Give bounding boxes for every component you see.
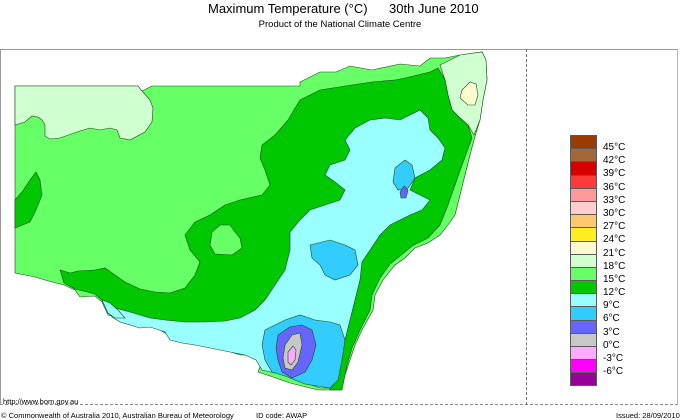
temperature-legend: 45°C 42°C 39°C 36°C 33°C 30°C 27°C 24°C …	[570, 135, 670, 386]
legend-swatch	[570, 372, 597, 386]
legend-item: 42°C	[570, 148, 670, 166]
legend-item: 21°C	[570, 240, 670, 259]
legend-item: 45°C	[570, 135, 670, 153]
footer-url[interactable]: http://www.bom.gov.au	[3, 397, 79, 406]
region-21c-northeast	[459, 81, 479, 106]
legend-swatch	[570, 346, 597, 360]
legend-label: 33°C	[603, 194, 626, 206]
map-title-bar: Maximum Temperature (°C) 30th June 2010	[0, 0, 680, 18]
legend-label: 12°C	[603, 287, 626, 299]
legend-item: 12°C	[570, 280, 670, 298]
legend-swatch	[570, 135, 597, 149]
legend-label: 15°C	[603, 273, 626, 285]
legend-label: 21°C	[603, 247, 626, 259]
footer-issued-date: Issued: 28/09/2010	[616, 411, 680, 420]
legend-swatch	[570, 319, 597, 333]
legend-swatch	[570, 359, 597, 373]
legend-item: 33°C	[570, 187, 670, 206]
region-15c-inner	[209, 224, 243, 256]
footer-copyright: © Commonwealth of Australia 2010, Austra…	[1, 411, 234, 420]
legend-label: 30°C	[603, 207, 626, 219]
legend-swatch	[570, 266, 597, 281]
region-12c-west	[14, 171, 43, 229]
legend-label: -6°C	[603, 366, 624, 378]
legend-label: 18°C	[603, 260, 626, 272]
temperature-map	[14, 51, 488, 391]
legend-label: 45°C	[603, 142, 626, 153]
legend-swatch	[570, 187, 597, 201]
legend-item: 6°C	[570, 306, 670, 324]
legend-label: 39°C	[603, 168, 626, 180]
footer-id-code: ID code: AWAP	[256, 411, 308, 420]
legend-swatch	[570, 240, 597, 254]
legend-swatch	[570, 293, 597, 307]
legend-label: 24°C	[603, 234, 626, 246]
legend-divider	[526, 49, 527, 405]
legend-item: -3°C	[570, 346, 670, 364]
legend-item	[570, 372, 670, 386]
legend-item: 0°C	[570, 332, 670, 351]
legend-swatch	[570, 280, 597, 294]
legend-label: 36°C	[603, 181, 626, 193]
legend-swatch	[570, 332, 597, 346]
legend-swatch	[570, 253, 597, 267]
legend-swatch	[570, 148, 597, 162]
region-18c-northwest	[14, 85, 154, 141]
map-subtitle: Product of the National Climate Centre	[258, 19, 422, 30]
legend-swatch	[570, 174, 597, 188]
region-6c-south-1	[309, 239, 359, 281]
legend-swatch	[570, 306, 597, 320]
legend-swatch	[570, 200, 597, 215]
legend-item: 24°C	[570, 227, 670, 245]
region-9c-south	[101, 299, 126, 319]
legend-item: 15°C	[570, 266, 670, 285]
legend-label: 6°C	[603, 313, 620, 325]
legend-swatch	[570, 161, 597, 175]
legend-label: 3°C	[603, 326, 620, 338]
map-title: Maximum Temperature (°C)	[208, 1, 368, 16]
map-frame	[0, 49, 678, 405]
legend-label: 42°C	[603, 155, 626, 167]
legend-item: 3°C	[570, 319, 670, 338]
legend-label: -3°C	[603, 353, 624, 364]
legend-swatch	[570, 227, 597, 241]
legend-label: 0°C	[603, 339, 620, 351]
legend-item: 39°C	[570, 161, 670, 179]
region-minus3c-alpine	[287, 345, 297, 366]
legend-item: 18°C	[570, 253, 670, 272]
legend-swatch	[570, 214, 597, 228]
legend-label: 27°C	[603, 221, 626, 233]
legend-item: -6°C	[570, 359, 670, 377]
legend-item: 27°C	[570, 214, 670, 232]
region-3c-north	[399, 185, 409, 199]
map-date: 30th June 2010	[389, 1, 479, 16]
region-6c-central	[392, 159, 416, 191]
legend-item: 36°C	[570, 174, 670, 193]
legend-label: 9°C	[603, 300, 620, 312]
legend-item: 9°C	[570, 293, 670, 311]
legend-item: 30°C	[570, 200, 670, 219]
